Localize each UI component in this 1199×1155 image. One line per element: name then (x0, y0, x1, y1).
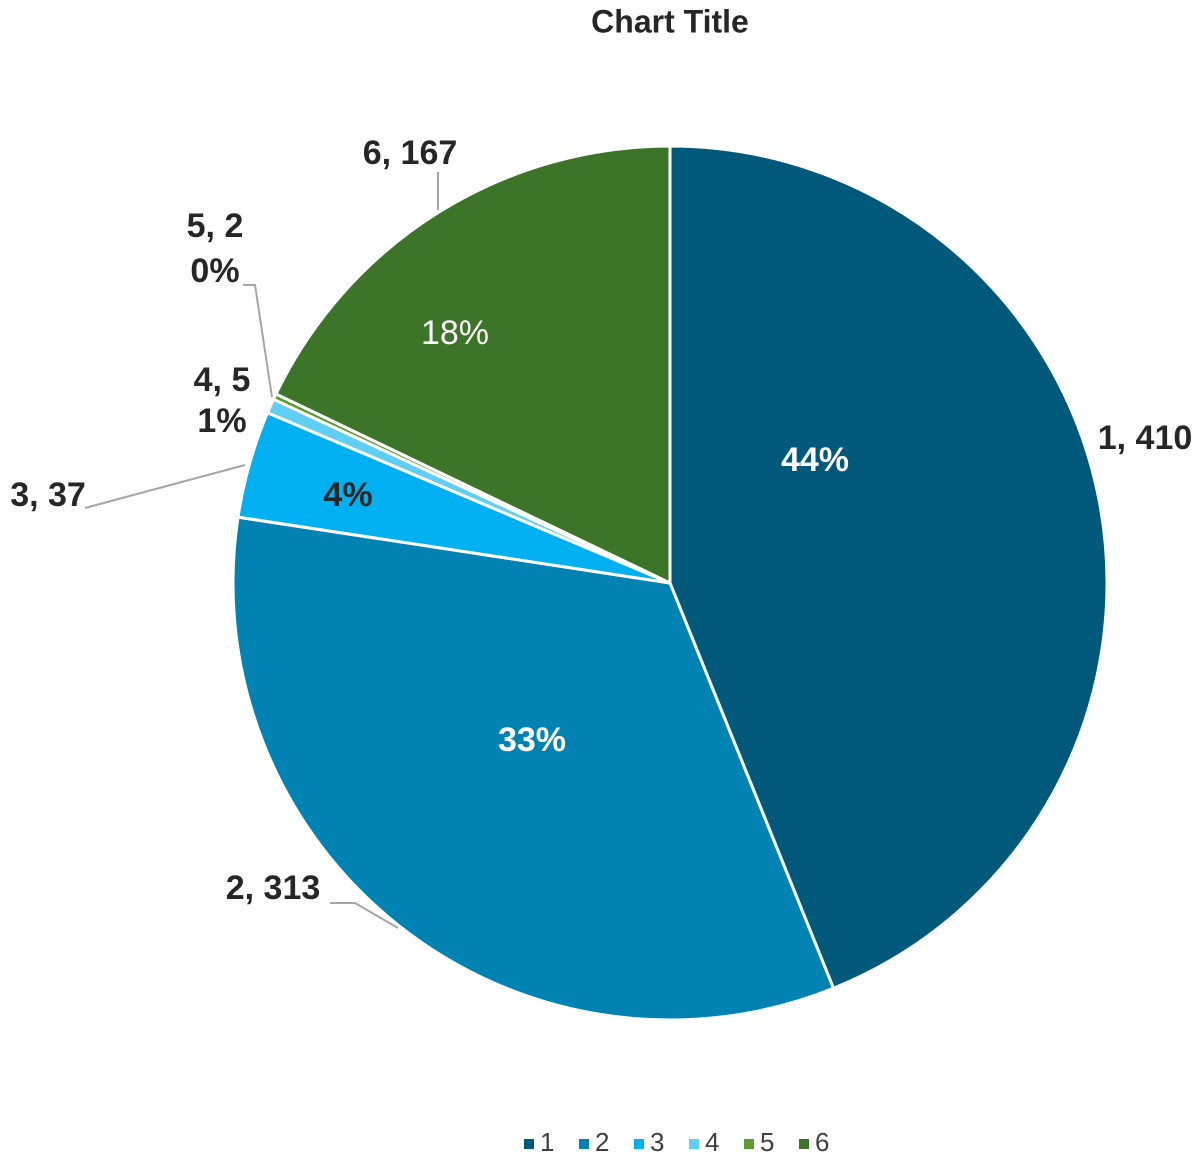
pie-slice (231, 515, 836, 1022)
pie-slice (668, 144, 1109, 991)
legend-label: 4 (705, 1127, 719, 1155)
pie-slice (274, 144, 672, 586)
percent-label: 18% (421, 314, 489, 352)
percent-label: 33% (498, 721, 566, 759)
data-label: 5, 2 (187, 207, 244, 245)
legend-swatch (524, 1139, 534, 1149)
legend-label: 1 (540, 1127, 554, 1155)
data-label: 3, 37 (10, 476, 86, 514)
data-label: 4, 5 (194, 361, 251, 399)
leader-line (330, 902, 399, 929)
legend-swatch (579, 1139, 589, 1149)
legend-swatch (799, 1139, 809, 1149)
legend-swatch (689, 1139, 699, 1149)
data-label: 2, 313 (226, 869, 321, 907)
chart-title: Chart Title (591, 3, 749, 39)
legend-label: 3 (650, 1127, 664, 1155)
data-label: 1, 410 (1098, 419, 1193, 457)
leader-line (243, 284, 273, 398)
data-label: 6, 167 (363, 134, 458, 172)
percent-label: 4% (323, 476, 372, 514)
percent-label: 1% (197, 402, 246, 440)
legend-label: 5 (760, 1127, 774, 1155)
legend-label: 2 (595, 1127, 609, 1155)
leader-line (84, 464, 246, 509)
percent-label: 0% (190, 252, 239, 290)
legend-swatch (744, 1139, 754, 1149)
percent-label: 44% (781, 441, 849, 479)
legend-label: 6 (815, 1127, 829, 1155)
legend-swatch (634, 1139, 644, 1149)
